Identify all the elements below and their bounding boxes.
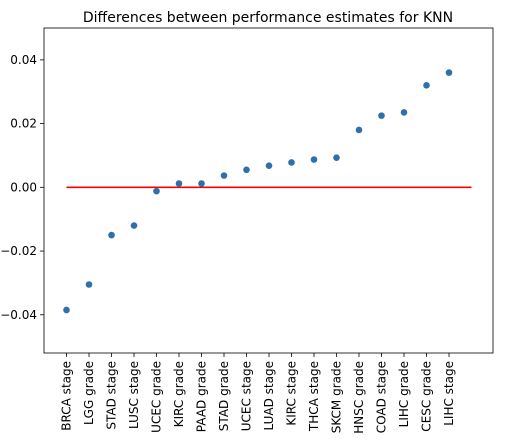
y-axis: −0.04 −0.02 0.00 0.02 0.04: [0, 53, 44, 322]
data-point: [288, 159, 295, 166]
x-tick-label: STAD grade: [217, 361, 231, 431]
data-point: [198, 180, 205, 187]
data-point: [400, 109, 408, 116]
data-point: [220, 172, 228, 179]
y-tick-label: −0.02: [0, 244, 37, 258]
x-tick-label: PAAD grade: [195, 361, 209, 432]
data-point: [63, 306, 70, 314]
data-point: [243, 166, 250, 174]
chart-title: Differences between performance estimate…: [83, 10, 453, 26]
data-point: [423, 82, 430, 89]
y-tick-label: 0.00: [10, 180, 37, 194]
data-point: [108, 231, 115, 239]
x-tick-label: LGG grade: [82, 361, 96, 425]
x-tick-label: SKCM grade: [330, 361, 344, 433]
x-tick-label: THCA stage: [307, 361, 321, 432]
x-tick-label: STAD stage: [105, 361, 119, 430]
x-axis: BRCA stage LGG grade STAD stage LUSC stage U…: [60, 353, 456, 434]
x-tick-label: UCEC stage: [240, 361, 254, 431]
x-tick-label: COAD stage: [375, 361, 389, 433]
x-tick-label: UCEC grade: [150, 361, 164, 433]
data-point: [265, 162, 273, 169]
x-tick-label: LUAD stage: [262, 361, 276, 430]
data-points: [63, 69, 453, 314]
data-point: [378, 112, 385, 119]
data-point: [175, 180, 183, 187]
x-tick-label: BRCA stage: [60, 361, 74, 431]
data-point: [153, 187, 160, 195]
data-point: [333, 154, 340, 161]
plot-frame: [43, 27, 494, 354]
x-tick-label: LIHC stage: [442, 361, 456, 426]
data-point: [355, 126, 363, 134]
x-tick-label: HNSC grade: [352, 361, 366, 434]
x-tick-label: KIRC grade: [172, 361, 186, 427]
x-tick-label: CESC grade: [420, 361, 434, 432]
y-tick-label: 0.02: [10, 117, 37, 131]
data-point: [130, 222, 138, 229]
data-point: [85, 281, 93, 288]
x-tick-label: LUSC stage: [127, 361, 141, 429]
y-tick-label: 0.04: [10, 53, 37, 67]
x-tick-label: KIRC stage: [285, 361, 299, 426]
data-point: [445, 69, 453, 76]
x-tick-label: LIHC grade: [397, 361, 411, 427]
y-tick-label: −0.04: [0, 308, 37, 322]
data-point: [310, 156, 318, 163]
